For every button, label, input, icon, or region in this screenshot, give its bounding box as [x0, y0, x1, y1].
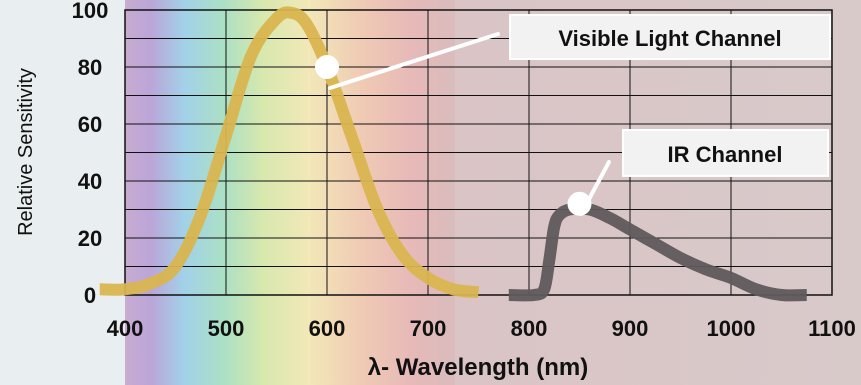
visible-light-callout-label: Visible Light Channel [558, 26, 781, 51]
visible-light-curve [99, 6, 480, 299]
y-tick-label: 100 [72, 0, 109, 23]
y-tick-label: 60 [78, 112, 102, 137]
x-tick-label: 500 [208, 316, 245, 341]
ir-channel-callout-marker [567, 191, 592, 216]
ir-background [455, 0, 861, 385]
x-tick-label: 600 [309, 316, 346, 341]
x-tick-label: 1100 [808, 316, 856, 341]
ir-channel-curve [508, 202, 807, 302]
ir-channel-callout-label: IR Channel [668, 142, 783, 167]
y-tick-label: 0 [84, 283, 96, 308]
visible-light-callout-leader-line [328, 32, 500, 90]
y-axis-label: Relative Sensitivity [15, 68, 37, 236]
x-tick-label: 900 [612, 316, 649, 341]
visible-light-callout-marker [315, 55, 339, 79]
ir-channel-callout-box [622, 129, 829, 177]
x-tick-label: 1000 [707, 316, 756, 341]
x-tick-label: 800 [511, 316, 548, 341]
y-tick-label: 80 [78, 55, 102, 80]
y-tick-label: 40 [78, 169, 102, 194]
y-tick-label: 20 [78, 226, 102, 251]
visible-spectrum-background [125, 0, 455, 385]
x-tick-label: 400 [107, 316, 144, 341]
x-tick-label: 700 [410, 316, 447, 341]
x-axis-label: λ- Wavelength (nm) [368, 354, 588, 381]
visible-light-callout-box [509, 14, 831, 60]
